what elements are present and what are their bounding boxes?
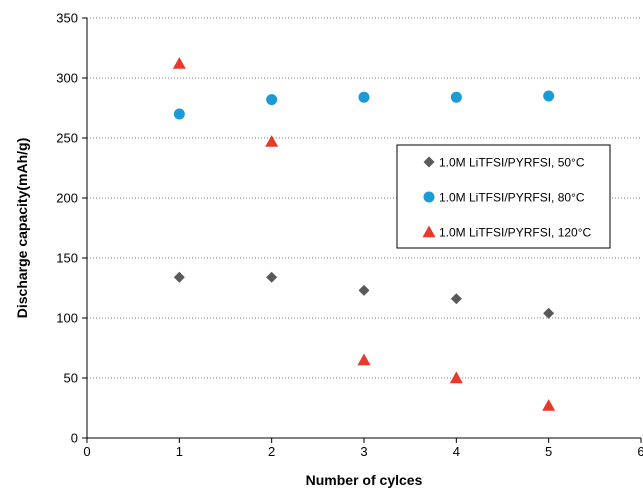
- x-tick-label-3: 3: [360, 444, 367, 459]
- series-2-point-1: [172, 57, 186, 69]
- y-tick-label-300: 300: [56, 71, 78, 86]
- series-0-point-5: [543, 307, 555, 319]
- series-0-point-2: [266, 271, 278, 283]
- y-axis-title: Discharge capacity(mAh/g): [14, 138, 30, 319]
- axes: [82, 17, 642, 443]
- y-tick-label-200: 200: [56, 191, 78, 206]
- y-tick-label-100: 100: [56, 311, 78, 326]
- series-0-point-3: [358, 284, 370, 296]
- series-2-point-5: [542, 399, 556, 411]
- x-axis-title: Number of cylces: [306, 472, 423, 488]
- y-tick-label-0: 0: [71, 431, 78, 446]
- data-series: [172, 57, 556, 411]
- y-tick-label-50: 50: [64, 371, 78, 386]
- series-1-point-3: [358, 91, 370, 103]
- legend-marker-0: [423, 156, 435, 168]
- x-tick-label-5: 5: [545, 444, 552, 459]
- series-2: [172, 57, 556, 411]
- x-tick-label-0: 0: [83, 444, 90, 459]
- legend-marker-2: [422, 225, 436, 238]
- x-tick-labels: 0 1 2 3 4 5 6: [83, 444, 643, 459]
- series-1-point-4: [450, 91, 462, 103]
- series-2-point-3: [357, 353, 371, 366]
- series-1-point-5: [543, 90, 555, 102]
- legend: 1.0M LiTFSI/PYRFSI, 50°C 1.0M LiTFSI/PYRF…: [396, 144, 611, 249]
- series-2-point-4: [449, 371, 463, 384]
- legend-label-2: 1.0M LiTFSI/PYRFSI, 120°C: [439, 226, 592, 240]
- x-tick-label-1: 1: [176, 444, 183, 459]
- y-tick-label-250: 250: [56, 131, 78, 146]
- legend-label-1: 1.0M LiTFSI/PYRFSI, 80°C: [439, 191, 585, 205]
- series-0: [173, 271, 555, 319]
- legend-marker-1: [423, 191, 435, 203]
- x-tick-label-2: 2: [268, 444, 275, 459]
- series-1-point-2: [266, 94, 278, 106]
- series-1: [173, 90, 555, 120]
- gridlines: [87, 17, 641, 379]
- y-tick-labels: 0 50 100 150 200 250 300 350: [56, 11, 78, 446]
- x-tick-label-6: 6: [637, 444, 643, 459]
- y-tick-label-350: 350: [56, 11, 78, 26]
- series-1-point-1: [173, 108, 185, 120]
- legend-label-0: 1.0M LiTFSI/PYRFSI, 50°C: [439, 156, 585, 170]
- x-tick-label-4: 4: [453, 444, 460, 459]
- y-tick-label-150: 150: [56, 251, 78, 266]
- series-2-point-2: [265, 135, 279, 147]
- series-0-point-1: [173, 271, 185, 283]
- series-0-point-4: [450, 293, 462, 305]
